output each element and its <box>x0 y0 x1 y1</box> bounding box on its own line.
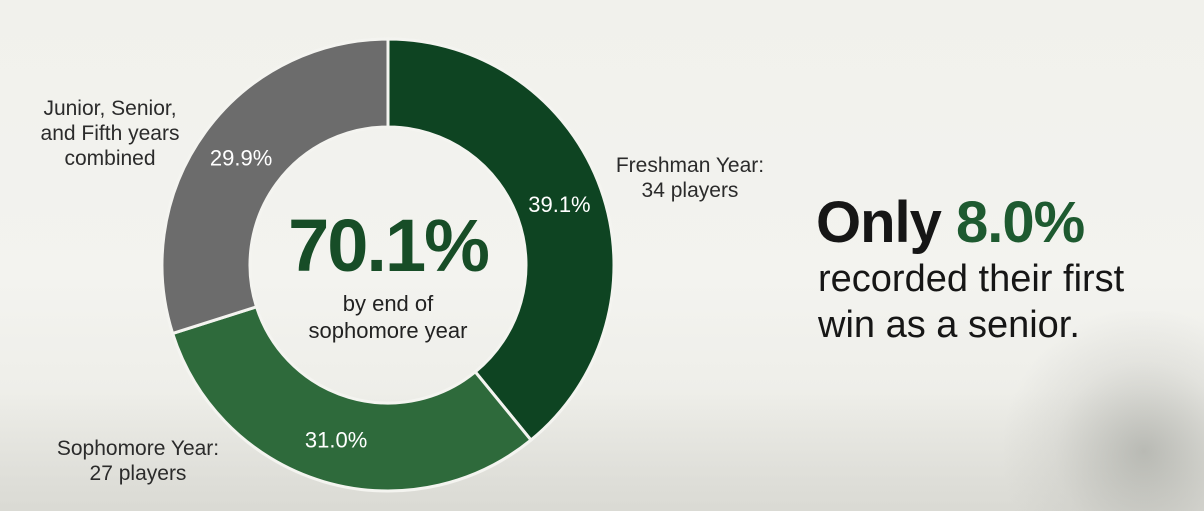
callout-junior-senior-fifth: Junior, Senior, and Fifth years combined <box>20 96 200 171</box>
callout-line: 27 players <box>89 462 187 485</box>
background-trees <box>1004 311 1204 511</box>
center-caption-line2: sophomore year <box>309 318 468 343</box>
callout-line: 34 players <box>641 179 739 202</box>
callout-line: and Fifth years <box>40 122 180 145</box>
callout-line: Junior, Senior, <box>43 97 177 120</box>
headline-line3: win as a senior. <box>818 304 1080 346</box>
slice-value-label-1: 31.0% <box>305 427 367 452</box>
headline-line2: recorded their first <box>818 258 1125 300</box>
callout-sophomore: Sophomore Year: 27 players <box>38 436 238 486</box>
headline-highlight: 8.0% <box>956 190 1085 255</box>
donut-slice-1 <box>170 304 534 493</box>
headline-main: Only 8.0% <box>816 190 1124 256</box>
center-caption-line1: by end of <box>343 291 434 316</box>
callout-line: combined <box>64 147 156 170</box>
center-percentage: 70.1% <box>288 204 488 287</box>
callout-line: Sophomore Year: <box>56 437 220 460</box>
background-fog <box>0 391 1204 511</box>
slice-value-label-0: 39.1% <box>528 192 590 217</box>
callout-freshman: Freshman Year: 34 players <box>595 153 785 203</box>
headline-prefix: Only <box>816 190 942 255</box>
callout-line: Freshman Year: <box>615 154 765 177</box>
headline-stat: Only 8.0% recorded their first win as a … <box>816 190 1124 348</box>
slice-value-label-2: 29.9% <box>210 146 272 171</box>
donut-slice-2 <box>160 37 390 336</box>
donut-slice-0 <box>386 37 616 443</box>
